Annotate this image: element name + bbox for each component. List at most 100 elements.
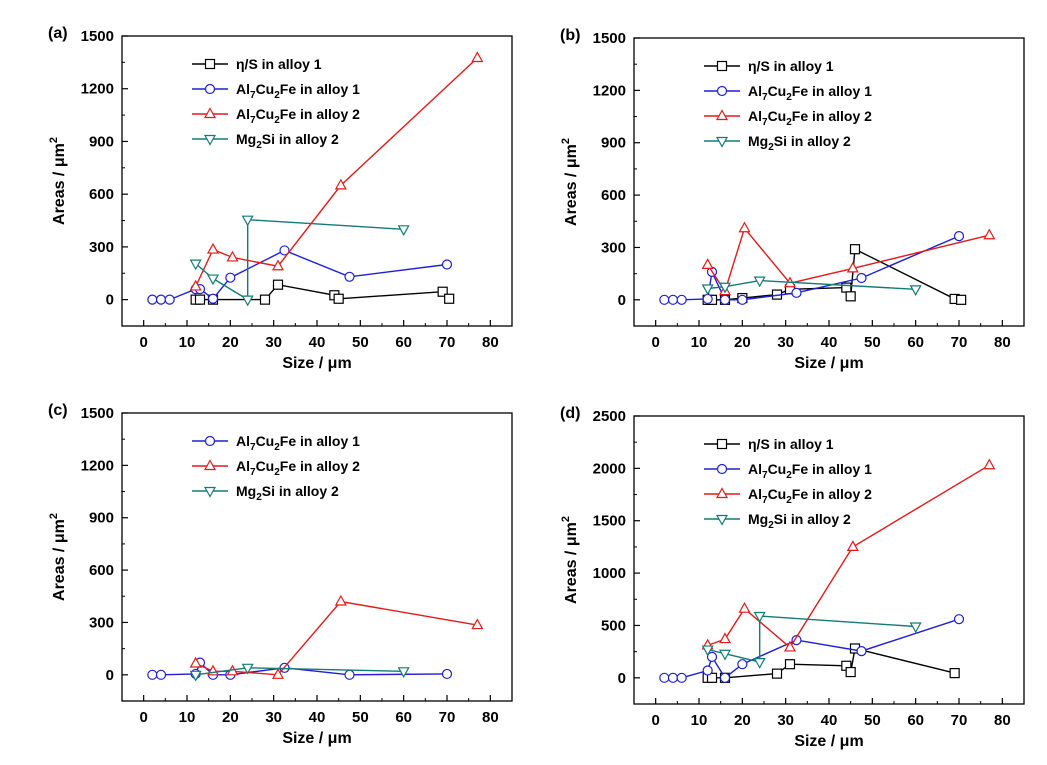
legend-entry-eta_s_alloy1: η/S in alloy 1 [192,56,322,72]
data-point [471,618,484,630]
series-mg2si_alloy2 [189,215,410,307]
data-point [856,272,867,284]
plot-frame [121,412,513,702]
legend-label: η/S in alloy 1 [236,56,322,72]
data-point [667,294,679,305]
y-tick-label: 1500 [593,513,626,530]
x-tick-label: 70 [951,712,968,729]
data-point [845,291,856,302]
data-point [719,294,731,305]
data-point [701,284,714,296]
legend-label: Al7Cu2Fe in alloy 1 [236,433,360,453]
legend-marker [715,109,729,121]
series-mg2si_alloy2 [701,276,922,297]
x-tick-label: 70 [439,334,456,351]
legend-subscript: 7 [250,90,256,101]
legend-text-part: Cu [768,83,787,99]
data-point [719,672,731,683]
data-point [206,274,220,286]
legend-label: Mg2Si in alloy 2 [748,133,851,153]
x-tick-label: 10 [179,334,196,351]
legend-label: η/S in alloy 1 [748,58,834,74]
legend-subscript: 2 [786,470,792,481]
legend-subscript: 7 [762,92,768,103]
legend-text-part: Al [236,106,250,122]
y-tick-label: 1000 [593,565,626,582]
data-point [983,458,996,470]
data-point [753,276,766,288]
x-tick-label: 60 [907,334,924,351]
x-tick-label: 0 [139,709,147,726]
data-point [676,672,687,683]
data-point [272,279,284,290]
y-axis-title: Areas / μm2 [48,513,68,601]
y-tick-label: 0 [618,292,626,309]
data-point [738,601,751,613]
data-point [845,666,856,678]
data-point [738,221,751,233]
x-tick-label: 50 [864,334,881,351]
y-tick-label: 600 [89,186,114,203]
legend-subscript: 2 [786,117,792,128]
legend-text-part: Fe in alloy 1 [280,433,360,449]
legend-entry-al7cu2fe_alloy1: Al7Cu2Fe in alloy 1 [704,83,872,103]
data-point [702,293,713,305]
y-tick-label: 1200 [593,82,626,99]
data-point [737,294,748,305]
panel-label: (d) [560,405,580,422]
legend-subscript: 2 [768,142,774,153]
data-point [909,622,922,634]
series-line [707,279,916,290]
data-point [471,51,484,63]
data-point [718,282,732,294]
data-point [271,668,285,679]
x-tick-label: 20 [734,712,751,729]
legend-text-part: Cu [768,108,787,124]
y-tick-label: 300 [89,614,114,631]
legend-entry-mg2si_alloy2: Mg2Si in alloy 2 [192,483,339,503]
data-point [846,540,859,552]
x-tick-label: 80 [994,334,1011,351]
data-point [271,259,285,271]
data-point [983,228,996,240]
data-point [909,285,922,297]
legend-text-part: Al [748,108,762,124]
x-tick-label: 30 [777,712,794,729]
legend-entry-al7cu2fe_alloy1: Al7Cu2Fe in alloy 1 [192,433,360,453]
data-point [206,242,220,254]
x-tick-label: 60 [395,709,412,726]
panel-b: 0 10 20 30 40 50 60 70 80 0 300 600 900 1200 1500 Size … [560,27,1025,372]
plot-frame [633,415,1025,705]
y-tick-label: 2500 [593,408,626,425]
legend-marker [204,83,216,95]
data-point [441,259,453,270]
data-point [164,294,175,305]
data-point [791,287,802,298]
x-tick-label: 80 [994,712,1011,729]
legend-subscript: 2 [786,92,792,103]
x-tick-label: 40 [821,712,838,729]
x-tick-label: 80 [482,709,499,726]
legend-text-part: Mg [748,133,768,149]
data-point [279,245,290,256]
x-tick-label: 10 [179,709,196,726]
y-tick-label: 300 [89,239,114,256]
panel-a: 0 10 20 30 40 50 60 70 80 0 300 600 900 1200 1500 Size … [48,25,513,372]
data-point [155,669,167,680]
data-point [334,594,347,606]
y-tick-label: 2000 [593,460,626,477]
legend-label: Al7Cu2Fe in alloy 1 [236,81,360,101]
legend-text-part: Cu [256,81,275,97]
legend-entry-al7cu2fe_alloy2: Al7Cu2Fe in alloy 2 [704,486,872,506]
data-point [397,225,410,237]
y-axis-title-superscript: 2 [560,516,572,522]
x-tick-label: 70 [951,334,968,351]
legend-subscript: 7 [762,117,768,128]
series-al7cu2fe_alloy2 [189,594,484,679]
legend-marker [715,487,729,499]
y-tick-label: 1500 [81,28,114,45]
legend-text-part: η/S in alloy 1 [748,436,834,452]
y-tick-label: 0 [106,667,114,684]
data-point [753,658,766,669]
